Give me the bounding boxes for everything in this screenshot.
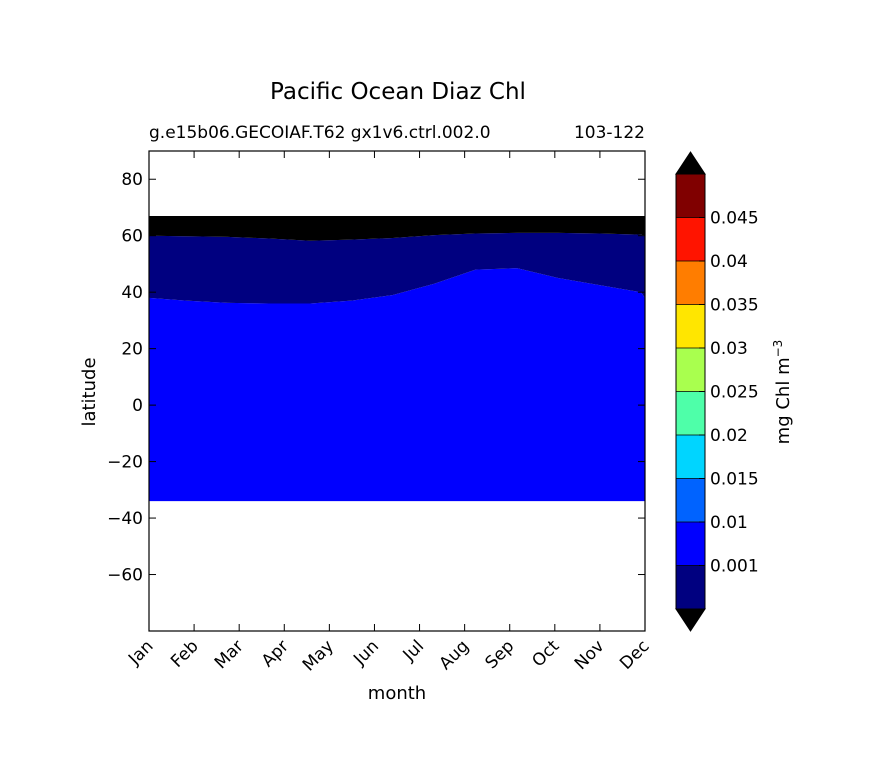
contour-band-high-latitude [149, 232, 645, 304]
x-tick-label: Feb [167, 636, 202, 671]
x-tick-label: Jun [349, 636, 383, 670]
y-tick-label: 40 [121, 283, 143, 303]
colorbar-tick-label: 0.03 [710, 339, 748, 359]
contour-band-main [149, 268, 645, 502]
plot-frame [148, 150, 646, 632]
colorbar-segment [676, 435, 705, 479]
x-tick-label: Apr [258, 636, 293, 671]
x-tick-label: Mar [211, 636, 248, 673]
y-tick-label: 20 [121, 340, 143, 360]
colorbar-segment [676, 391, 705, 435]
x-tick-label: Oct [528, 636, 563, 671]
colorbar-segment [676, 565, 705, 609]
colorbar-tick-label: 0.02 [710, 426, 748, 446]
colorbar-tick-label: 0.015 [710, 470, 759, 490]
x-axis-label: month [368, 683, 426, 704]
colorbar-segment [676, 217, 705, 261]
colorbar-segment [676, 348, 705, 392]
contour-band-top [149, 215, 645, 241]
x-tick-label: Aug [436, 636, 474, 674]
colorbar-label: mg Chl m−3 [771, 340, 794, 445]
colorbar-tick-label: 0.04 [710, 252, 748, 272]
chart-subtitle-right: 103-122 [574, 123, 645, 143]
x-tick-label: May [299, 636, 338, 675]
chart-subtitle-left: g.e15b06.GECOIAF.T62 gx1v6.ctrl.002.0 [149, 123, 491, 143]
y-tick-label: 0 [132, 396, 143, 416]
y-tick-label: 80 [121, 170, 143, 190]
colorbar-under-arrow [675, 608, 706, 632]
colorbar-segment [676, 174, 705, 218]
colorbar-segment [676, 304, 705, 348]
colorbar-label-exponent: −3 [771, 340, 785, 358]
colorbar-tick-label: 0.025 [710, 383, 759, 403]
x-tick-label: Jan [124, 636, 157, 669]
x-tick-label: Sep [481, 636, 518, 673]
y-axis: 80 60 40 20 0 −20 −40 −60 [107, 170, 645, 586]
colorbar-tick-label: 0.035 [710, 296, 759, 316]
x-tick-label: Nov [571, 636, 609, 674]
colorbar-tick-label: 0.01 [710, 513, 748, 533]
y-tick-label: −60 [107, 566, 143, 586]
colorbar-segment [676, 522, 705, 566]
y-tick-label: −40 [107, 509, 143, 529]
colorbar-over-arrow [675, 151, 706, 175]
colorbar: 0.001 0.01 0.015 0.02 0.025 0.03 0.035 0.04 0.04… [675, 151, 759, 632]
x-tick-label: Dec [616, 636, 653, 673]
chart-title: Pacific Ocean Diaz Chl [270, 79, 526, 105]
y-tick-label: 60 [121, 227, 143, 247]
y-axis-label: latitude [79, 357, 100, 426]
plot-area [148, 150, 646, 632]
colorbar-label-text: mg Chl m [773, 357, 794, 444]
y-tick-label: −20 [107, 453, 143, 473]
x-tick-label: Jul [399, 636, 428, 665]
colorbar-tick-label: 0.001 [710, 557, 759, 577]
colorbar-segment [676, 478, 705, 522]
colorbar-segment [676, 261, 705, 305]
colorbar-tick-label: 0.045 [710, 209, 759, 229]
